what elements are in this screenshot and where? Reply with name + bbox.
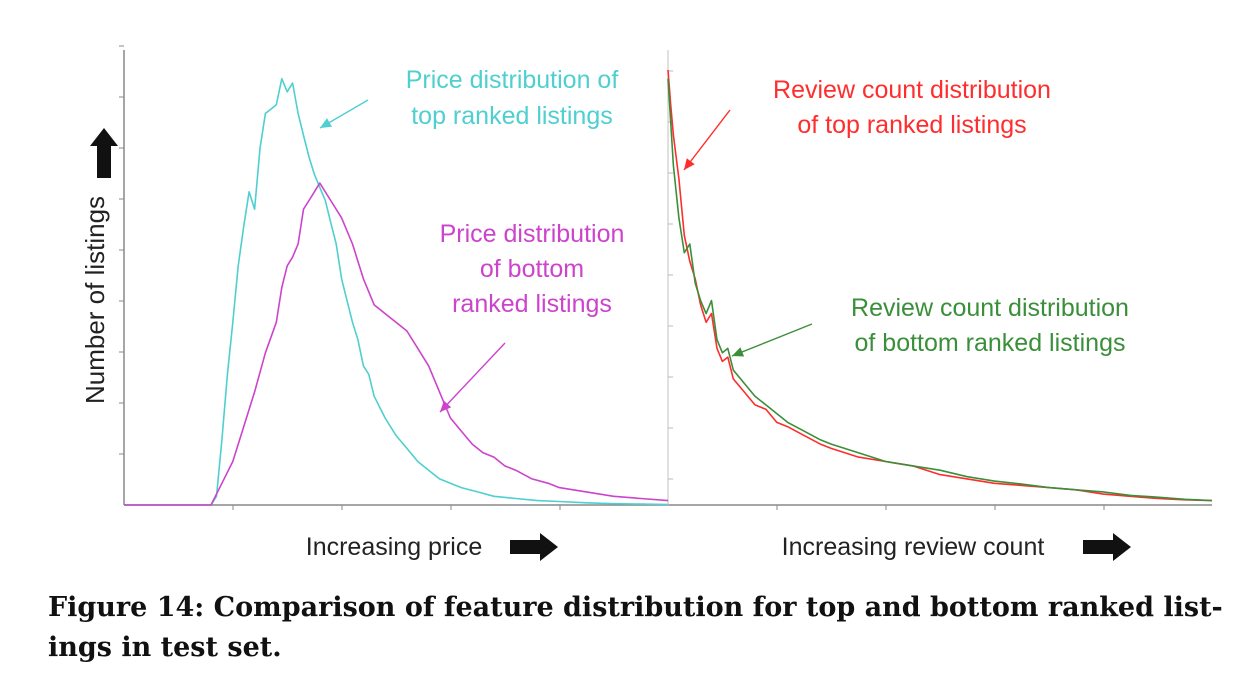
annotation-text: Review count distribution bbox=[851, 294, 1129, 322]
x-axis-label-reviews: Increasing review count bbox=[782, 533, 1045, 561]
y-axis-up-arrow-icon bbox=[90, 128, 118, 178]
price-top-series-line bbox=[124, 77, 669, 506]
annotation-text: of bottom ranked listings bbox=[855, 329, 1126, 357]
annotation-text: of bottom bbox=[480, 255, 584, 283]
annotation-arrow-head bbox=[320, 118, 333, 128]
x-axis-right-arrow-icon bbox=[510, 533, 558, 561]
y-axis-label: Number of listings bbox=[80, 196, 110, 404]
annotation-text: Price distribution bbox=[440, 220, 625, 248]
annotation-text: top ranked listings bbox=[411, 102, 613, 130]
figure: Price distribution of top ranked listings… bbox=[80, 45, 1213, 561]
annotation-arrow-head bbox=[732, 347, 745, 357]
annotation-arrow-shaft bbox=[439, 342, 506, 413]
annotation-text: Price distribution of bbox=[406, 66, 619, 94]
price-bottom-series-line bbox=[124, 182, 669, 506]
axes-layer bbox=[119, 45, 1212, 510]
comparison-chart: Price distribution of top ranked listings… bbox=[80, 45, 1213, 561]
series-layer bbox=[124, 69, 1213, 506]
caption-line-1: Figure 14: Comparison of feature distrib… bbox=[48, 592, 1223, 623]
figure-caption: Figure 14: Comparison of feature distrib… bbox=[48, 588, 1238, 668]
x-axis-right-arrow-icon bbox=[1083, 533, 1131, 561]
annotation-arrow-head bbox=[440, 400, 452, 412]
x-axis-label-price: Increasing price bbox=[306, 533, 482, 561]
annotation-text: ranked listings bbox=[452, 290, 612, 318]
annotation-text: Review count distribution bbox=[773, 76, 1051, 104]
labels-layer: Number of listings Increasing price Incr… bbox=[80, 128, 1131, 561]
annotation-arrow-shaft bbox=[731, 323, 813, 357]
annotation-arrow-shaft bbox=[683, 109, 731, 171]
annotation-arrow-head bbox=[684, 158, 695, 170]
review-count-bottom-series-line bbox=[667, 78, 1213, 502]
annotations-layer: Price distribution of top ranked listings… bbox=[319, 66, 1129, 413]
annotation-text: of top ranked listings bbox=[797, 111, 1026, 139]
caption-line-2: ings in test set. bbox=[48, 632, 282, 663]
